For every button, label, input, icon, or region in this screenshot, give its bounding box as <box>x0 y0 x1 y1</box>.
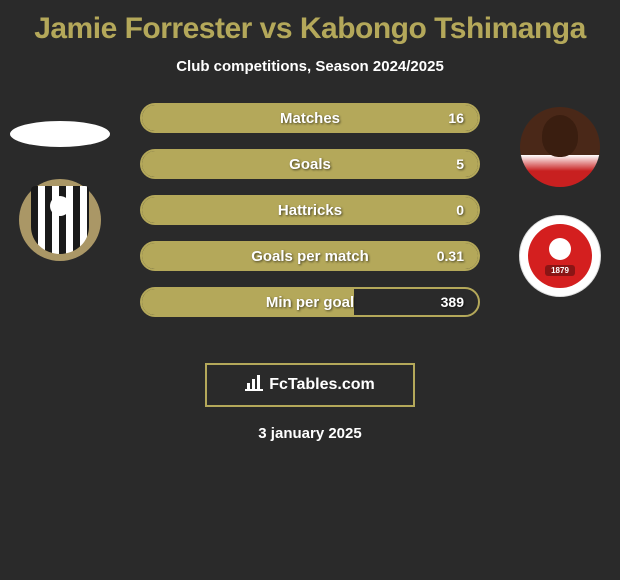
player-right-avatar <box>520 107 600 187</box>
stats-container: Matches 16 Goals 5 Hattricks 0 Goals per… <box>140 103 480 333</box>
player-right-column: 1879 <box>500 103 620 297</box>
stat-value: 5 <box>456 151 464 177</box>
stat-label: Min per goal <box>142 289 478 315</box>
stat-label: Goals <box>142 151 478 177</box>
stat-bar-hattricks: Hattricks 0 <box>140 195 480 225</box>
notts-county-badge-icon <box>31 186 89 254</box>
stat-label: Goals per match <box>142 243 478 269</box>
brand-box[interactable]: FcTables.com <box>205 363 415 407</box>
badge-year: 1879 <box>545 265 575 276</box>
header: Jamie Forrester vs Kabongo Tshimanga Clu… <box>0 0 620 83</box>
stat-value: 389 <box>441 289 464 315</box>
stat-label: Hattricks <box>142 197 478 223</box>
stat-label: Matches <box>142 105 478 131</box>
comparison-content: 1879 Matches 16 Goals 5 Hattricks 0 Goal… <box>0 103 620 353</box>
subtitle: Club competitions, Season 2024/2025 <box>20 58 600 75</box>
stat-value: 16 <box>448 105 464 131</box>
stat-value: 0.31 <box>437 243 464 269</box>
date-label: 3 january 2025 <box>0 425 620 442</box>
club-badge-right: 1879 <box>519 215 601 297</box>
stat-value: 0 <box>456 197 464 223</box>
stat-bar-matches: Matches 16 <box>140 103 480 133</box>
club-badge-left <box>19 179 101 261</box>
brand-text: FcTables.com <box>269 376 375 394</box>
chart-icon <box>245 375 263 396</box>
stat-bar-goals: Goals 5 <box>140 149 480 179</box>
player-left-avatar <box>10 121 110 147</box>
player-left-column <box>0 103 120 261</box>
page-title: Jamie Forrester vs Kabongo Tshimanga <box>20 12 600 46</box>
swindon-town-badge-icon: 1879 <box>528 224 592 288</box>
stat-bar-min-per-goal: Min per goal 389 <box>140 287 480 317</box>
stat-bar-goals-per-match: Goals per match 0.31 <box>140 241 480 271</box>
